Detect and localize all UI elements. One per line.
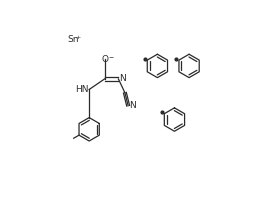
Text: −: −: [108, 54, 113, 59]
Text: O: O: [101, 55, 108, 64]
Text: N: N: [129, 101, 135, 110]
Text: HN: HN: [75, 85, 88, 94]
Text: N: N: [119, 74, 126, 83]
Text: +: +: [75, 35, 80, 39]
Text: Sn: Sn: [67, 35, 79, 45]
